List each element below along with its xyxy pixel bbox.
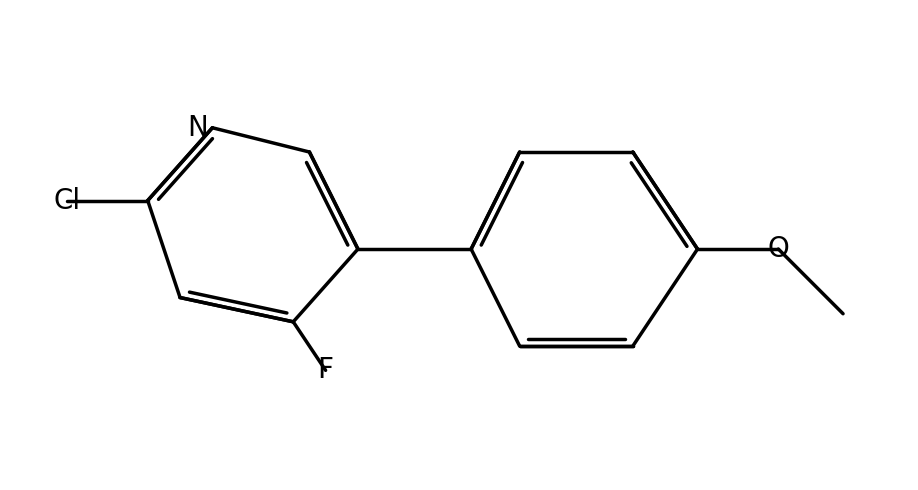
- Text: O: O: [767, 235, 789, 263]
- Text: Cl: Cl: [53, 187, 81, 215]
- Text: N: N: [187, 114, 208, 142]
- Text: F: F: [318, 356, 333, 384]
